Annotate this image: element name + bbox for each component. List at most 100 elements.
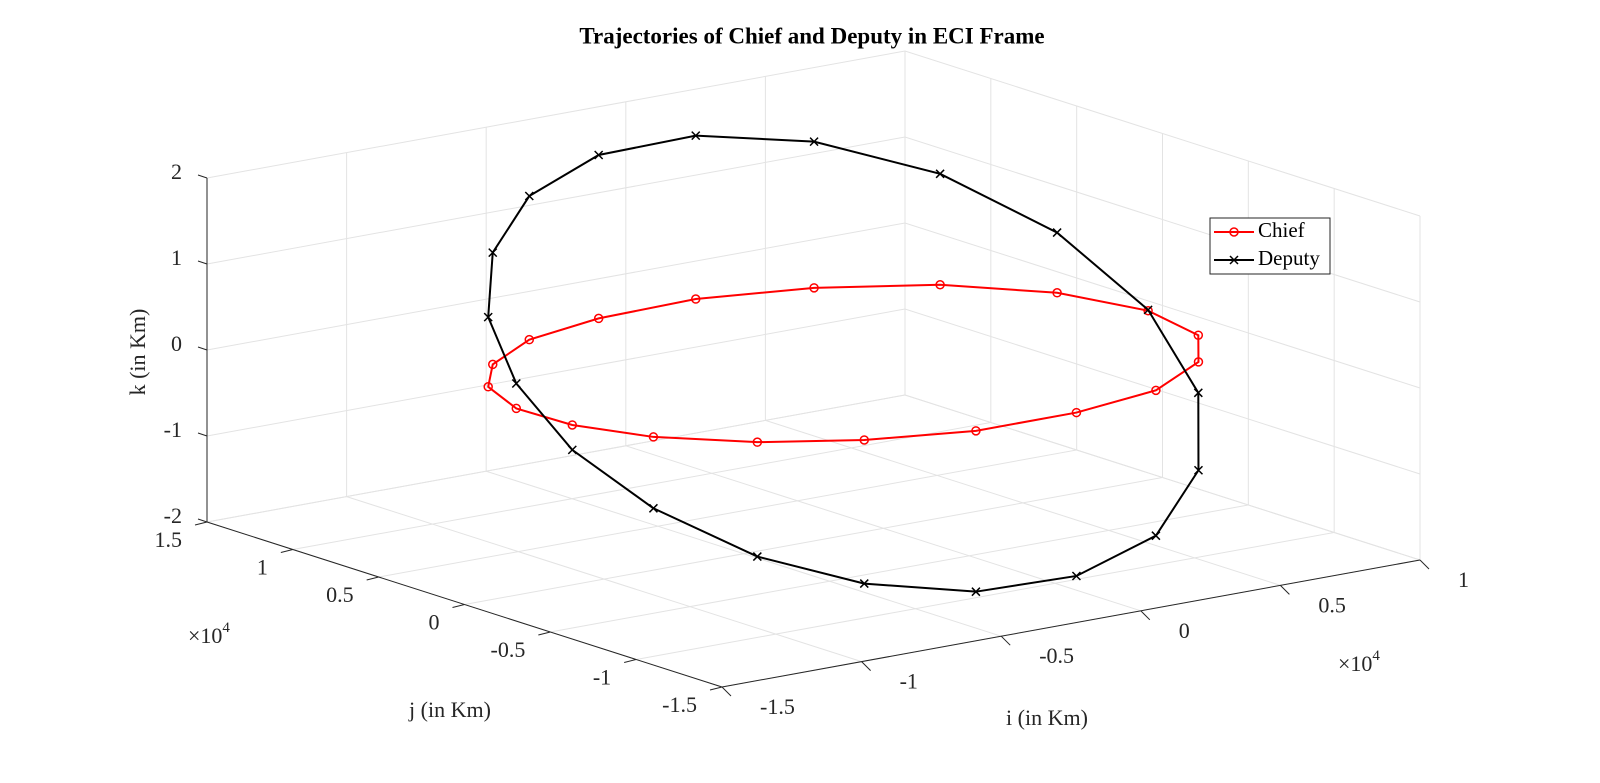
marker — [1071, 571, 1081, 581]
z-tick — [197, 174, 208, 179]
y-tick — [538, 631, 551, 636]
marker — [524, 191, 534, 201]
y-multiplier: ×104 — [188, 620, 230, 648]
legend-marker — [1229, 227, 1239, 237]
x-tick-label: 0 — [1179, 618, 1190, 643]
marker — [971, 587, 981, 597]
y-tick-label: 0 — [429, 610, 440, 635]
marker — [567, 420, 578, 430]
z-tick — [197, 518, 208, 523]
series-line — [487, 134, 1200, 593]
marker — [1052, 288, 1062, 298]
marker — [971, 426, 981, 436]
marker — [483, 382, 493, 392]
marker — [511, 378, 521, 389]
legend-box — [1209, 217, 1331, 275]
plot-area — [483, 131, 1204, 597]
x-tick-label: -0.5 — [1039, 643, 1074, 668]
marker — [1193, 357, 1204, 367]
y-tick-label: -1.5 — [662, 692, 697, 717]
marker — [809, 283, 819, 293]
marker — [567, 445, 577, 455]
y-tick — [709, 686, 723, 691]
y-tick-label: 1 — [257, 555, 268, 580]
marker — [1143, 305, 1153, 315]
x-axis-title: i (in Km) — [1006, 705, 1088, 730]
marker — [648, 432, 659, 442]
marker — [524, 334, 535, 345]
grid-line — [206, 394, 1421, 561]
marker — [648, 503, 658, 513]
z-tick-label: -2 — [164, 503, 182, 528]
y-tick-label: 0.5 — [326, 582, 354, 607]
x-tick — [1280, 585, 1290, 595]
marker — [1193, 388, 1203, 398]
z-tick-label: -1 — [164, 417, 182, 442]
y-tick-label: -1 — [593, 665, 611, 690]
x-axis-line — [721, 559, 1421, 688]
marker — [859, 579, 869, 589]
marker — [1151, 531, 1161, 541]
marker — [1151, 385, 1161, 396]
grid-line — [206, 222, 1421, 389]
marker — [935, 279, 945, 290]
axes: -1.5 -1 -0.5 0 0.5 1 -1.5 -1 -0.5 0 0.5 1 1.5-2 -1 0 1 2 — [155, 159, 1470, 719]
marker — [935, 169, 945, 179]
y-tick-label: 1.5 — [155, 527, 183, 552]
x-multiplier-base: ×10 — [1338, 651, 1372, 676]
z-tick-label: 1 — [171, 245, 182, 270]
y-tick — [280, 549, 293, 553]
x-multiplier-exponent: 4 — [1372, 648, 1380, 664]
y-multiplier-exponent: 4 — [222, 620, 230, 636]
marker — [488, 248, 498, 258]
x-tick — [861, 661, 871, 671]
x-tick — [1419, 559, 1430, 570]
x-tick-label: 0.5 — [1318, 592, 1346, 617]
x-tick-label: -1.5 — [760, 694, 795, 719]
x-tick — [1000, 635, 1011, 646]
x-tick — [1140, 610, 1151, 621]
x-multiplier: ×104 — [1338, 648, 1380, 676]
legend-label: Chief — [1258, 218, 1305, 242]
marker — [487, 359, 498, 370]
z-tick — [197, 260, 208, 265]
marker — [1052, 228, 1062, 238]
y-tick — [366, 576, 379, 581]
x-tick — [721, 686, 732, 697]
x-tick-label: -1 — [900, 669, 918, 694]
y-tick — [194, 521, 208, 526]
marker — [690, 294, 701, 304]
marker — [594, 150, 604, 160]
marker — [1193, 465, 1204, 475]
z-tick — [197, 346, 208, 351]
grid-line — [206, 50, 1421, 217]
chart-title: Trajectories of Chief and Deputy in ECI … — [579, 23, 1044, 48]
marker — [809, 137, 819, 147]
grid-line — [206, 308, 1421, 475]
y-tick-label: -0.5 — [491, 637, 526, 662]
y-axis-title: j (in Km) — [408, 697, 491, 722]
marker — [752, 552, 762, 562]
marker — [593, 313, 604, 324]
y-multiplier-base: ×10 — [188, 623, 222, 648]
marker — [1071, 407, 1082, 418]
legend: Chief Deputy — [1209, 217, 1331, 275]
marker — [691, 131, 701, 141]
marker — [1143, 305, 1153, 316]
marker — [752, 437, 763, 447]
marker — [511, 403, 522, 414]
legend-marker — [1229, 255, 1239, 265]
x-tick-label: 1 — [1458, 567, 1469, 592]
legend-label: Deputy — [1258, 246, 1320, 270]
z-tick-label: 2 — [171, 159, 182, 184]
marker — [859, 435, 870, 445]
marker — [1193, 330, 1204, 340]
grid — [206, 50, 1421, 688]
y-tick — [452, 604, 465, 608]
z-axis-title: k (in Km) — [125, 309, 150, 396]
marker — [483, 312, 493, 322]
z-tick — [197, 432, 208, 437]
